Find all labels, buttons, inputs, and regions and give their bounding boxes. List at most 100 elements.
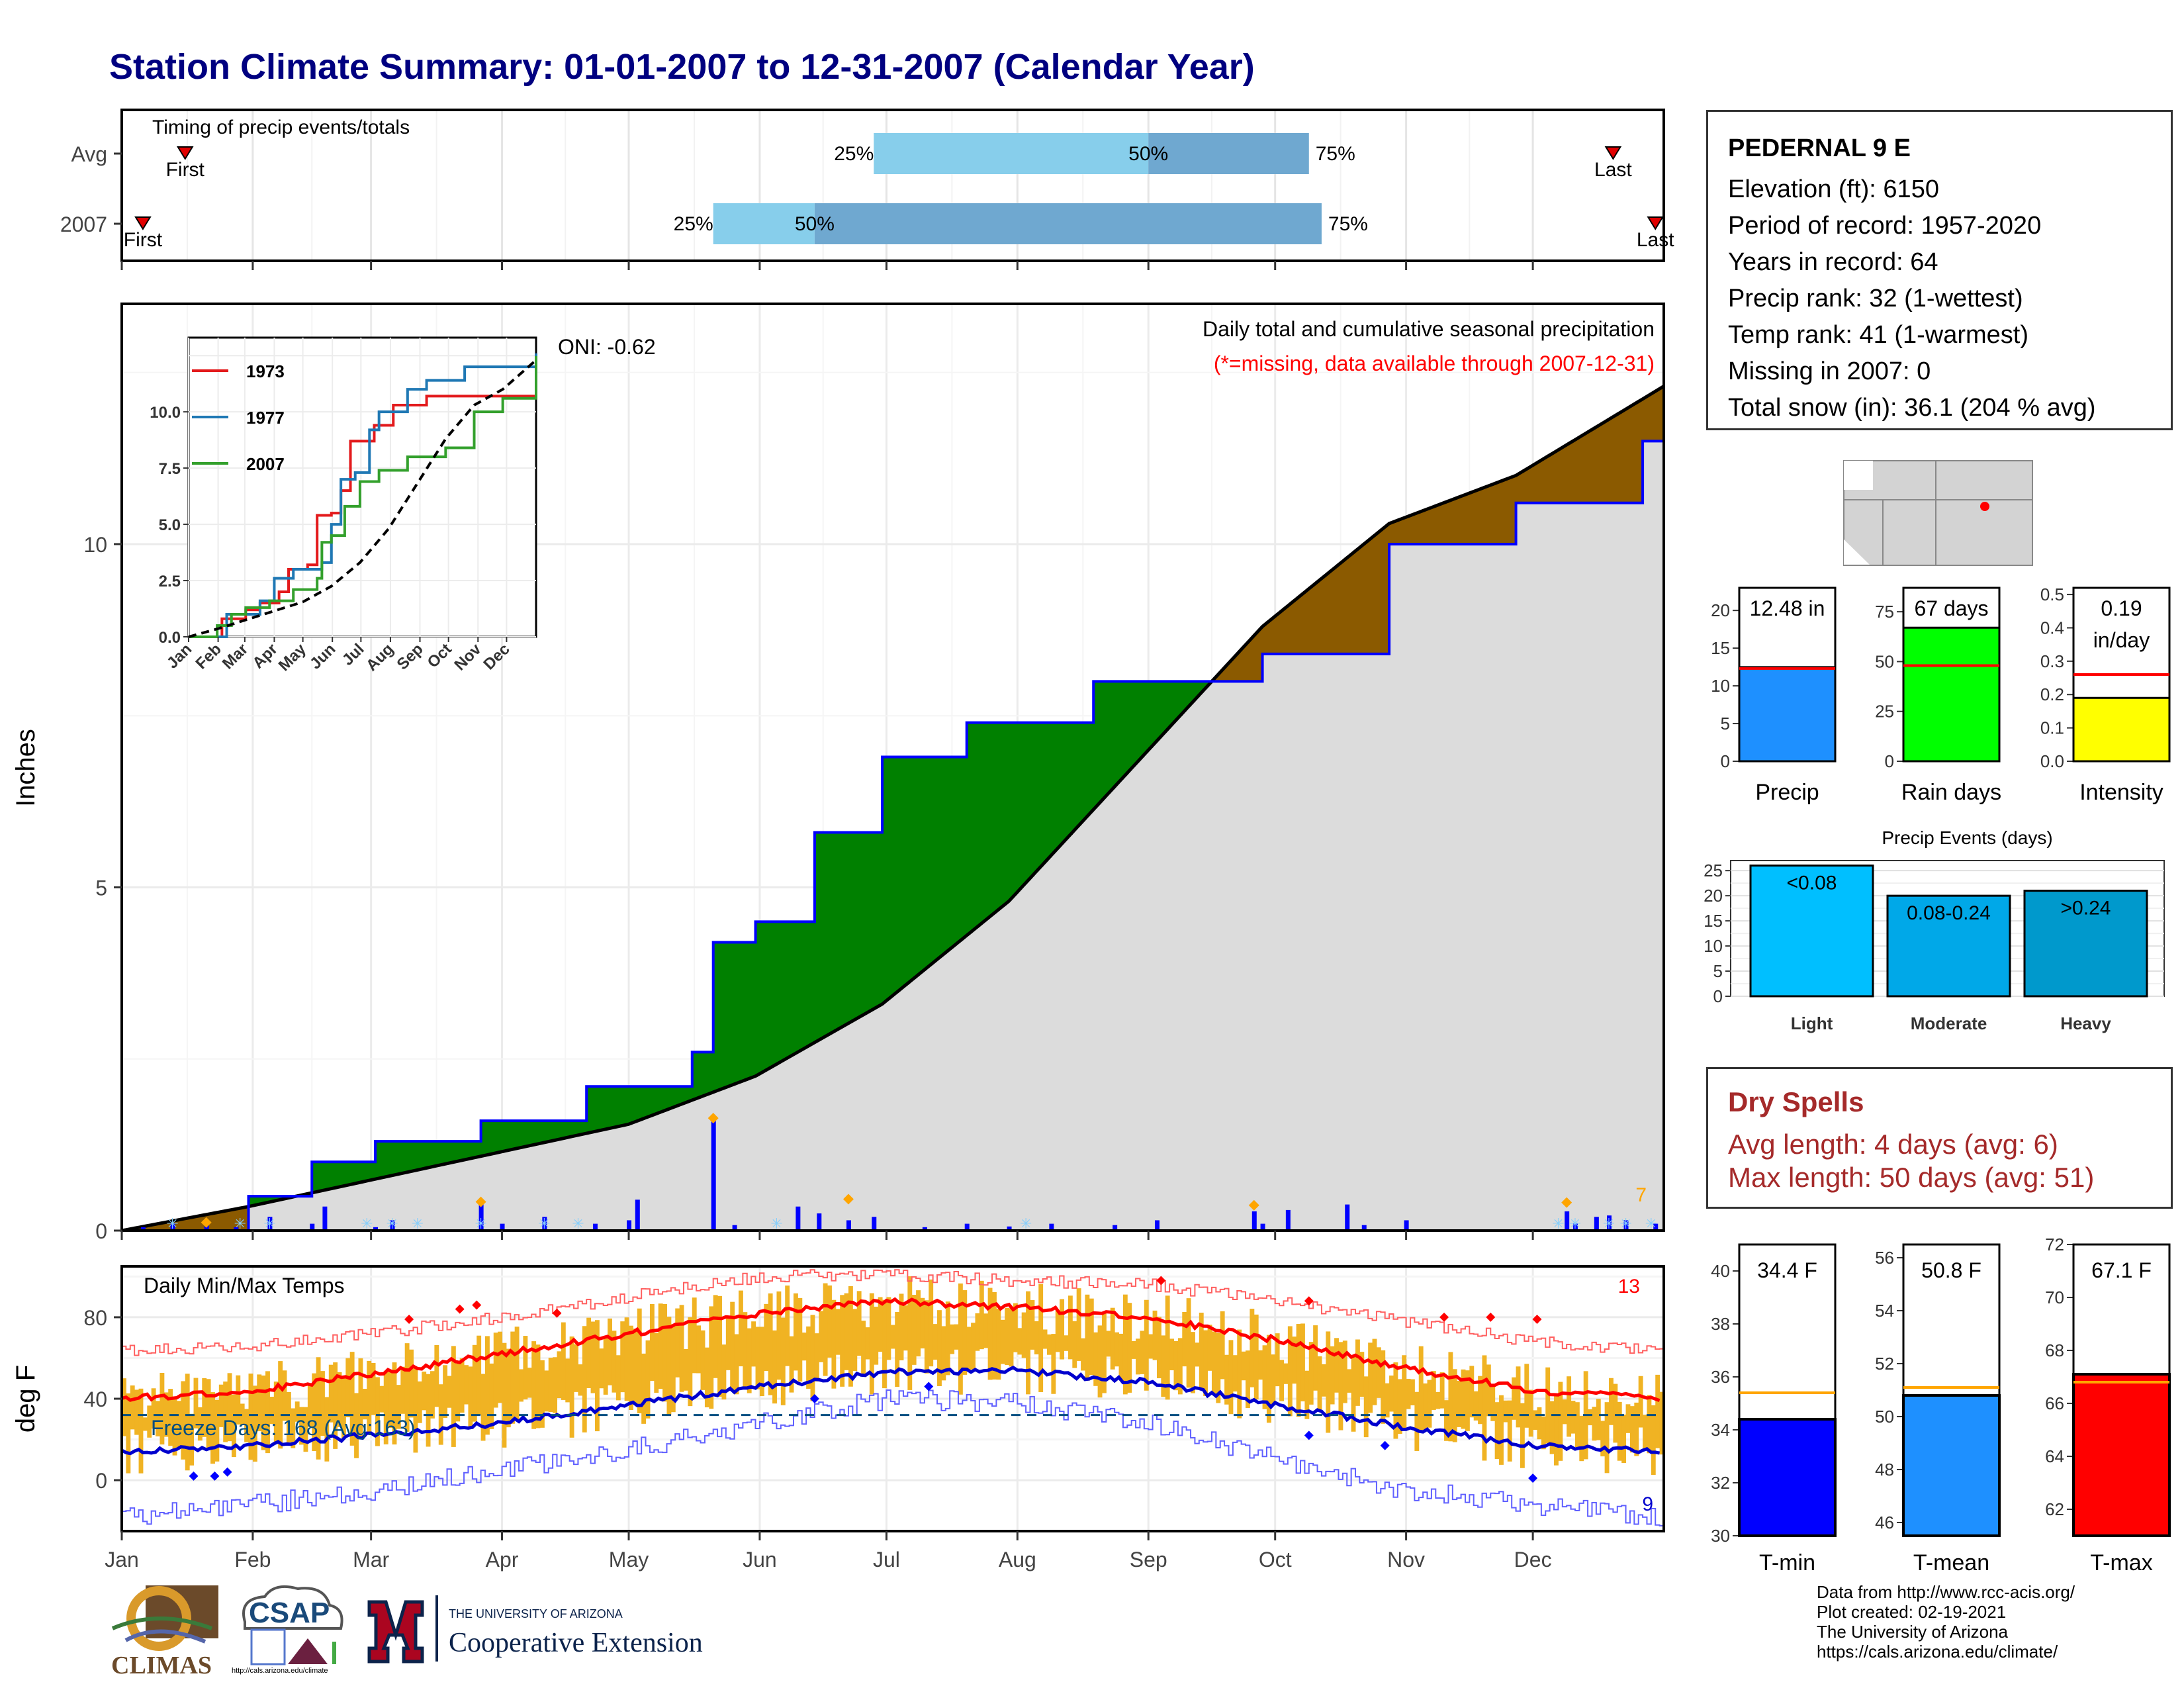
snow-event-marker: ✳: [572, 1215, 584, 1232]
daily-temp-range-bar: [1211, 1331, 1216, 1395]
daily-temp-range-bar: [1376, 1347, 1381, 1398]
daily-temp-range-bar: [759, 1327, 764, 1397]
daily-precip-bar: [592, 1223, 598, 1231]
daily-temp-range-bar: [937, 1310, 942, 1386]
events-y-tick-label: 25: [1704, 861, 1723, 880]
daily-precip-bar: [500, 1223, 505, 1231]
daily-temp-range-bar: [426, 1374, 431, 1447]
daily-temp-range-bar: [519, 1369, 523, 1402]
dry-spells-avg: Avg length: 4 days (avg: 6): [1728, 1129, 2058, 1160]
ua-emblem: [367, 1600, 424, 1664]
snow-event-marker: ✳: [361, 1215, 373, 1232]
inset-legend-label: 1973: [246, 361, 285, 381]
inset-legend-label: 2007: [246, 454, 285, 474]
daily-temp-range-bar: [1541, 1416, 1546, 1450]
stat-y-tick-label: 50: [1875, 651, 1894, 671]
daily-temp-range-bar: [1533, 1410, 1537, 1430]
month-label: Dec: [1514, 1548, 1552, 1571]
stat-value-label: 12.48 in: [1750, 596, 1825, 620]
events-y-tick-label: 10: [1704, 936, 1723, 956]
daily-temp-range-bar: [561, 1322, 566, 1400]
temp-y-tick-label: 0: [95, 1469, 107, 1493]
daily-temp-range-bar: [599, 1348, 604, 1389]
daily-temp-range-bar: [1177, 1338, 1183, 1395]
heavy-event-marker: [475, 1196, 486, 1207]
dry-spells-title: Dry Spells: [1728, 1086, 1864, 1117]
daily-temp-range-bar: [1228, 1340, 1234, 1415]
daily-temp-range-bar: [1486, 1364, 1491, 1417]
daily-temp-range-bar: [565, 1358, 570, 1403]
record-high-line: [122, 1269, 1664, 1356]
daily-temp-range-bar: [1537, 1407, 1542, 1440]
daily-temp-range-bar: [899, 1293, 904, 1361]
daily-temp-range-bar: [1520, 1403, 1525, 1468]
daily-temp-range-bar: [231, 1394, 236, 1458]
daily-temp-range-bar: [341, 1376, 346, 1438]
temp-stat-y-tick-label: 72: [2045, 1235, 2064, 1254]
timing-iqr-high: [1148, 133, 1309, 174]
daily-temp-range-bar: [1169, 1338, 1175, 1371]
daily-temp-range-bar: [666, 1317, 672, 1415]
daily-temp-range-bar: [193, 1378, 199, 1429]
daily-temp-range-bar: [1621, 1414, 1627, 1464]
daily-temp-range-bar: [1097, 1325, 1103, 1398]
stat-category-label: Precip: [1755, 780, 1819, 805]
temp-stat-y-tick-label: 64: [2045, 1446, 2064, 1466]
daily-temp-range-bar: [1452, 1369, 1457, 1442]
month-label: Jul: [873, 1548, 900, 1571]
daily-precip-bar: [1154, 1220, 1160, 1231]
timing-first-marker: [176, 146, 194, 160]
daily-temp-range-bar: [1423, 1383, 1428, 1430]
daily-temp-range-bar: [1253, 1314, 1259, 1400]
daily-temp-range-bar: [214, 1399, 220, 1462]
daily-temp-range-bar: [1545, 1367, 1551, 1444]
daily-temp-range-bar: [1017, 1328, 1023, 1355]
timing-first-marker: [134, 216, 152, 230]
daily-precip-bar: [846, 1220, 851, 1231]
daily-temp-range-bar: [924, 1300, 929, 1374]
daily-temp-range-bar: [1076, 1288, 1081, 1361]
daily-temp-range-bar: [1030, 1300, 1035, 1350]
daily-temp-range-bar: [1385, 1383, 1390, 1418]
location-map: [1843, 460, 2033, 566]
stat-y-tick-label: 25: [1875, 702, 1894, 722]
footer-credits: Data from http://www.rcc-acis.org/Plot c…: [1817, 1582, 2174, 1681]
daily-precip-bar: [635, 1199, 640, 1231]
daily-temp-range-bar: [582, 1326, 587, 1432]
daily-temp-range-bar: [248, 1373, 253, 1460]
daily-precip-bar: [267, 1217, 273, 1231]
temp-min-count: 9: [1642, 1493, 1653, 1515]
month-label: Apr: [486, 1548, 519, 1571]
daily-temp-range-bar: [755, 1327, 760, 1389]
stat-value-label: 67 days: [1914, 596, 1988, 620]
daily-temp-range-bar: [185, 1374, 190, 1471]
daily-temp-range-bar: [649, 1303, 655, 1382]
daily-temp-range-bar: [831, 1299, 837, 1389]
daily-temp-range-bar: [684, 1348, 688, 1391]
daily-temp-range-bar: [1609, 1378, 1614, 1425]
daily-temp-range-bar: [1393, 1362, 1398, 1439]
daily-temp-range-bar: [670, 1324, 676, 1413]
inset-y-tick-label: 7.5: [159, 460, 181, 478]
temp-stat-bar: [1902, 1394, 2001, 1537]
daily-precip-bar: [1623, 1220, 1629, 1231]
stat-bar: [1738, 666, 1837, 763]
daily-precip-bar: [310, 1223, 315, 1231]
daily-temp-range-bar: [890, 1325, 895, 1349]
daily-temp-range-bar: [586, 1317, 592, 1388]
temp-stat-value-label: 67.1 F: [2091, 1258, 2152, 1282]
daily-temp-range-bar: [1118, 1333, 1124, 1380]
daily-temp-range-bar: [603, 1336, 608, 1395]
daily-temp-range-bar: [717, 1295, 722, 1397]
daily-temp-range-bar: [1435, 1391, 1441, 1409]
daily-temp-range-bar: [1448, 1352, 1453, 1442]
daily-temp-range-bar: [1613, 1383, 1618, 1443]
daily-temp-range-bar: [1279, 1360, 1284, 1401]
daily-temp-range-bar: [768, 1293, 773, 1395]
daily-precip-bar: [1594, 1217, 1599, 1231]
daily-temp-range-bar: [578, 1364, 583, 1396]
temp-stat-bar: [1738, 1418, 1837, 1537]
daily-temp-range-bar: [539, 1360, 545, 1428]
daily-temp-range-bar: [273, 1382, 279, 1444]
daily-temp-range-bar: [1106, 1331, 1111, 1357]
